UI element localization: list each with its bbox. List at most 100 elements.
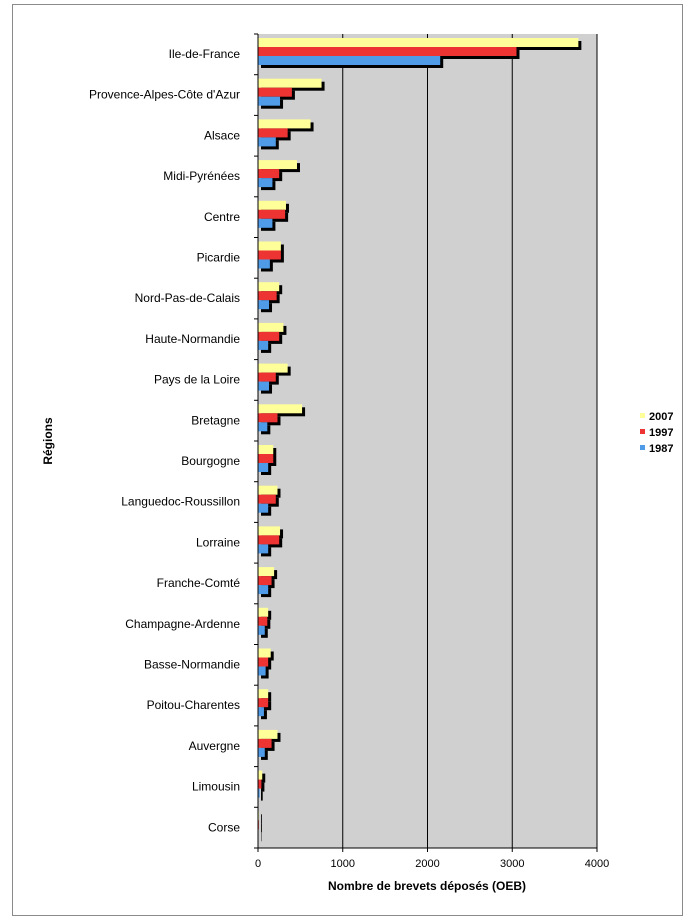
bar-2007 [258, 485, 278, 495]
bar-1987 [258, 625, 265, 635]
legend-swatch-2007 [640, 413, 645, 418]
legend-label: 1997 [649, 427, 673, 439]
bar-1987 [258, 747, 265, 757]
bar-2007 [258, 322, 284, 332]
bar-2007 [258, 119, 311, 129]
bar-1997 [258, 209, 286, 219]
bar-1997 [258, 291, 277, 301]
category-label: Basse-Normandie [144, 658, 240, 672]
bar-1987 [258, 300, 270, 310]
bar-1997 [258, 535, 280, 545]
bar-1987 [258, 707, 264, 717]
bar-1997 [258, 331, 280, 341]
bar-1997 [258, 657, 269, 667]
bar-1987 [258, 463, 269, 472]
category-label: Picardie [197, 251, 241, 265]
bar-1987 [258, 178, 273, 188]
bar-shadow [261, 773, 266, 783]
bar-1997 [258, 169, 280, 179]
bar-1997 [258, 616, 268, 626]
bar-2007 [258, 567, 275, 577]
category-label: Bourgogne [181, 454, 240, 468]
bar-1987 [258, 666, 266, 676]
bar-1997 [258, 372, 276, 382]
category-label: Lorraine [196, 535, 240, 549]
x-tick-label: 2000 [415, 858, 439, 870]
bar-shadow [261, 782, 265, 792]
category-labels: Ile-de-France Provence-Alpes-Côte d'Azur A… [89, 33, 258, 849]
bar-1987 [258, 788, 260, 798]
category-label: Pays de la Loire [154, 373, 240, 387]
bar-2007 [258, 648, 271, 658]
category-label: Auvergne [189, 739, 241, 753]
bar-1997 [258, 413, 278, 423]
bar-1997 [258, 47, 517, 56]
category-label: Midi-Pyrénées [163, 169, 240, 183]
x-tick-label: 1000 [331, 858, 355, 870]
category-label: Provence-Alpes-Côte d'Azur [89, 88, 240, 102]
bar-1997 [258, 454, 274, 463]
category-label: Franche-Comté [157, 576, 241, 590]
bar-1997 [258, 576, 272, 586]
bars [258, 38, 582, 842]
bar-1997 [258, 698, 269, 708]
bar-2007 [258, 38, 579, 47]
legend-swatch-1987 [640, 445, 645, 450]
bar-shadow [261, 823, 262, 833]
bar-1997 [258, 494, 276, 504]
category-label: Corse [208, 820, 240, 834]
bar-1987 [258, 503, 269, 513]
bar-1987 [258, 381, 270, 391]
bar-2007 [258, 160, 297, 170]
x-axis-title: Nombre de brevets déposés (OEB) [328, 879, 526, 893]
bar-2007 [258, 404, 303, 414]
bar-2007 [258, 241, 281, 251]
bar-1987 [258, 544, 269, 554]
category-label: Ile-de-France [169, 47, 241, 61]
legend: 2007 1997 1987 [640, 411, 673, 455]
category-label: Centre [204, 210, 240, 224]
bar-1987 [258, 137, 276, 147]
category-label: Haute-Normandie [145, 332, 240, 346]
legend-label: 2007 [649, 411, 673, 423]
x-tick-label: 4000 [585, 858, 609, 870]
x-tick-label: 3000 [500, 858, 524, 870]
y-axis-title: Régions [41, 417, 55, 465]
bar-2007 [258, 200, 286, 210]
category-label: Nord-Pas-de-Calais [135, 291, 240, 305]
bar-1997 [258, 87, 292, 97]
bar-shadow [261, 791, 263, 801]
bar-1997 [258, 250, 281, 260]
legend-label: 1987 [649, 443, 673, 455]
bar-1997 [258, 738, 272, 748]
bar-shadow [261, 710, 267, 720]
bar-1987 [258, 259, 270, 269]
x-tick-labels: 0 1000 2000 3000 4000 [255, 848, 609, 870]
bar-2007 [258, 526, 281, 536]
bar-1997 [258, 779, 262, 789]
bar-2007 [258, 445, 274, 454]
bar-1987 [258, 56, 441, 65]
category-label: Bretagne [191, 413, 240, 427]
category-label: Alsace [204, 128, 240, 142]
bar-2007 [258, 689, 269, 699]
bar-1987 [258, 585, 269, 595]
bar-2007 [258, 78, 322, 88]
bar-1987 [258, 422, 268, 432]
gridlines [342, 34, 598, 848]
bar-2007 [258, 607, 269, 617]
bar-1987 [258, 218, 273, 228]
category-label: Poitou-Charentes [147, 698, 240, 712]
bar-1997 [258, 128, 288, 138]
legend-swatch-1997 [640, 429, 645, 434]
bar-2007 [258, 729, 278, 739]
bar-1987 [258, 340, 269, 350]
bar-2007 [258, 282, 280, 292]
x-tick-label: 0 [255, 858, 261, 870]
category-label: Limousin [192, 780, 240, 794]
bar-1987 [258, 96, 281, 106]
bar-2007 [258, 363, 288, 373]
bar-2007 [258, 770, 263, 780]
category-label: Champagne-Ardenne [125, 617, 240, 631]
